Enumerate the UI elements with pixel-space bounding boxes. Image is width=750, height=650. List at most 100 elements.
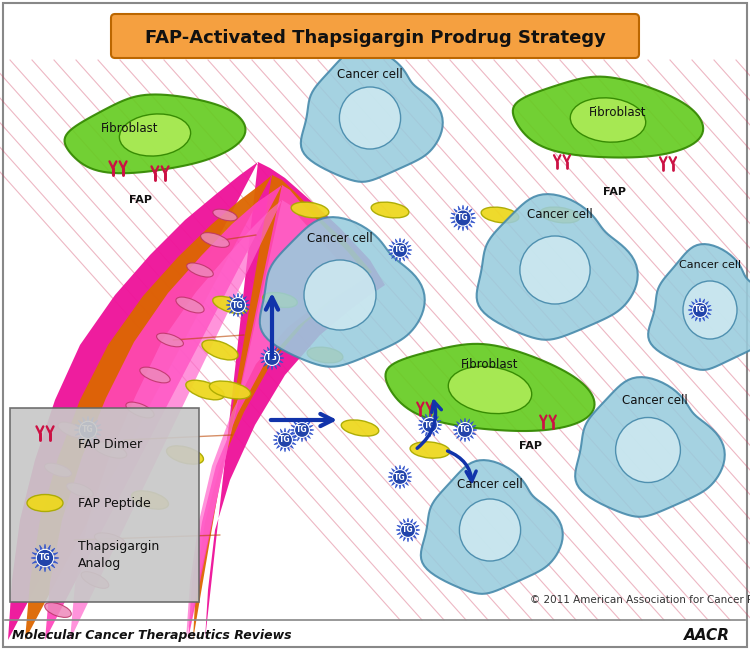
Ellipse shape <box>262 292 297 307</box>
Polygon shape <box>648 244 750 370</box>
Ellipse shape <box>570 98 646 142</box>
Ellipse shape <box>291 202 328 218</box>
Polygon shape <box>386 344 595 431</box>
Ellipse shape <box>202 340 238 360</box>
Ellipse shape <box>304 260 376 330</box>
Circle shape <box>455 210 471 226</box>
FancyBboxPatch shape <box>10 408 199 602</box>
Circle shape <box>278 432 292 447</box>
Polygon shape <box>64 94 245 174</box>
Circle shape <box>692 302 707 317</box>
Ellipse shape <box>213 209 237 221</box>
Text: Fibroblast: Fibroblast <box>461 359 519 372</box>
Ellipse shape <box>44 463 71 477</box>
Polygon shape <box>477 194 638 340</box>
Text: TG: TG <box>394 246 406 255</box>
Text: TG: TG <box>82 426 94 434</box>
Ellipse shape <box>209 381 251 399</box>
Text: Cancer cell: Cancer cell <box>457 478 523 491</box>
Polygon shape <box>688 298 712 322</box>
Text: FAP Peptide: FAP Peptide <box>78 497 151 510</box>
Text: Cancer cell: Cancer cell <box>622 393 688 406</box>
Text: TG: TG <box>394 473 406 482</box>
Text: FAP Dimer: FAP Dimer <box>78 439 142 452</box>
Text: TG: TG <box>459 426 471 434</box>
Polygon shape <box>273 428 297 452</box>
Polygon shape <box>70 200 354 640</box>
Text: Cancer cell: Cancer cell <box>308 231 373 244</box>
Polygon shape <box>388 465 412 489</box>
Ellipse shape <box>448 367 532 413</box>
Circle shape <box>422 417 437 432</box>
Text: Cancer cell: Cancer cell <box>527 209 592 222</box>
Polygon shape <box>513 77 703 157</box>
Polygon shape <box>388 238 412 262</box>
Text: TG: TG <box>458 213 469 222</box>
Text: © 2011 American Association for Cancer Research: © 2011 American Association for Cancer R… <box>530 595 750 605</box>
Polygon shape <box>418 413 442 437</box>
Ellipse shape <box>683 281 737 339</box>
Text: TG: TG <box>266 354 278 363</box>
FancyBboxPatch shape <box>111 14 639 58</box>
Ellipse shape <box>482 207 519 223</box>
Circle shape <box>392 242 407 257</box>
Text: TG: TG <box>279 436 291 445</box>
Text: TG: TG <box>694 306 706 315</box>
Text: TG: TG <box>424 421 436 430</box>
Circle shape <box>80 421 97 439</box>
Text: Fibroblast: Fibroblast <box>101 122 159 135</box>
Circle shape <box>458 422 472 437</box>
Polygon shape <box>260 346 284 370</box>
Ellipse shape <box>187 263 213 277</box>
Ellipse shape <box>126 402 154 418</box>
Text: FAP-Activated Thapsigargin Prodrug Strategy: FAP-Activated Thapsigargin Prodrug Strat… <box>145 29 605 47</box>
Polygon shape <box>421 460 562 594</box>
Polygon shape <box>226 293 250 317</box>
Polygon shape <box>575 377 724 517</box>
Text: Thapsigargin
Analog: Thapsigargin Analog <box>78 540 159 570</box>
Polygon shape <box>290 418 314 442</box>
Polygon shape <box>453 418 477 442</box>
Circle shape <box>265 350 280 365</box>
Circle shape <box>36 549 54 567</box>
Ellipse shape <box>45 603 71 618</box>
Ellipse shape <box>131 491 169 509</box>
Circle shape <box>230 298 245 313</box>
Polygon shape <box>45 185 368 640</box>
Polygon shape <box>301 48 442 182</box>
Polygon shape <box>450 205 476 231</box>
Ellipse shape <box>213 296 248 314</box>
Text: AACR: AACR <box>684 629 730 644</box>
Text: Fibroblast: Fibroblast <box>590 105 646 118</box>
Ellipse shape <box>200 233 230 248</box>
Ellipse shape <box>81 571 109 588</box>
Ellipse shape <box>341 420 379 436</box>
Text: TG: TG <box>39 554 51 562</box>
Polygon shape <box>260 217 424 367</box>
Polygon shape <box>25 175 372 640</box>
Polygon shape <box>396 518 420 542</box>
Polygon shape <box>74 416 102 444</box>
Text: TG: TG <box>232 300 244 309</box>
Text: TG: TG <box>296 426 307 434</box>
Ellipse shape <box>540 207 580 223</box>
Text: Cancer cell: Cancer cell <box>338 68 403 81</box>
Ellipse shape <box>58 422 86 438</box>
Ellipse shape <box>94 533 125 547</box>
Text: Cancer cell: Cancer cell <box>679 260 741 270</box>
Ellipse shape <box>186 380 224 400</box>
Ellipse shape <box>140 367 170 383</box>
Ellipse shape <box>308 347 343 363</box>
Polygon shape <box>8 162 385 640</box>
Circle shape <box>400 523 416 538</box>
Text: FAP: FAP <box>604 187 626 197</box>
Polygon shape <box>31 544 59 572</box>
Text: FAP: FAP <box>128 195 152 205</box>
Text: Molecular Cancer Therapeutics Reviews: Molecular Cancer Therapeutics Reviews <box>12 629 292 642</box>
Ellipse shape <box>93 442 127 458</box>
Ellipse shape <box>410 442 450 458</box>
Circle shape <box>392 469 407 484</box>
Ellipse shape <box>157 333 184 347</box>
Ellipse shape <box>371 202 409 218</box>
Ellipse shape <box>119 114 190 156</box>
